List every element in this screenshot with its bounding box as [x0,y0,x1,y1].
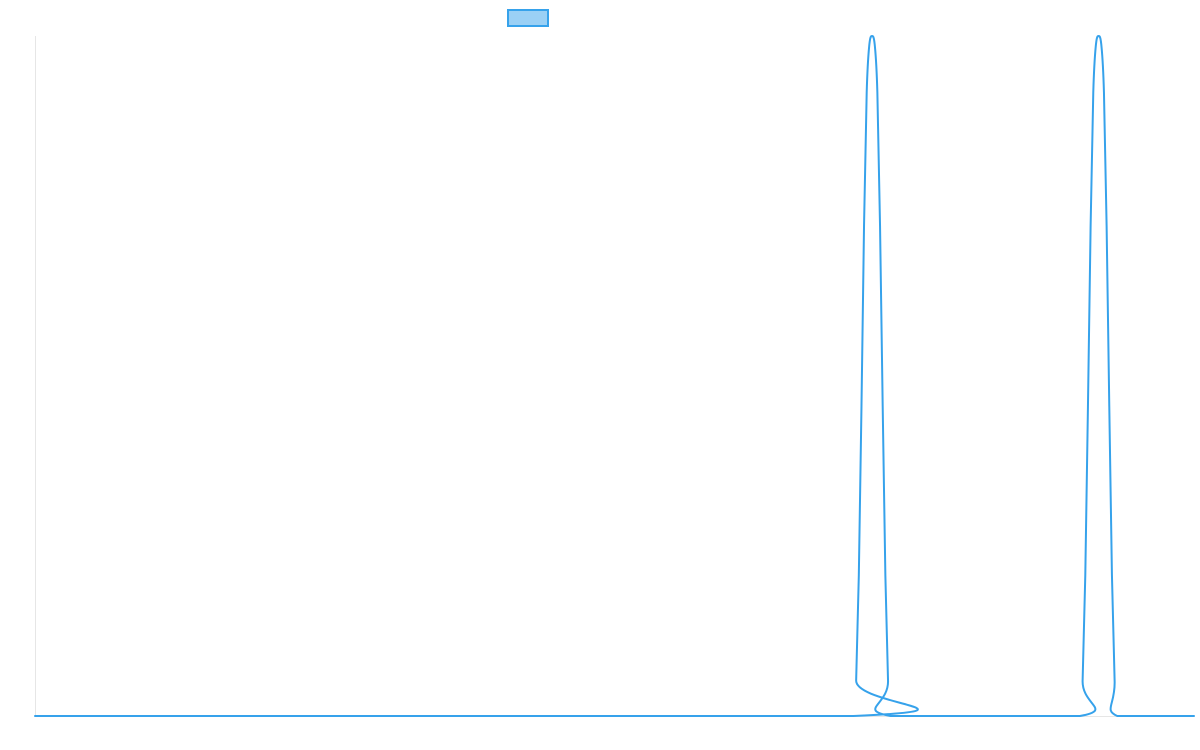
data-point-13[interactable] [882,572,888,578]
data-point-22[interactable] [1093,41,1099,47]
data-point-0[interactable] [32,713,38,719]
data-points [32,33,1197,719]
data-point-23[interactable] [1096,33,1102,39]
data-point-19[interactable] [1085,403,1091,409]
data-point-5[interactable] [861,223,867,229]
data-point-3[interactable] [856,572,862,578]
data-point-1[interactable] [850,713,856,719]
data-point-8[interactable] [869,33,875,39]
legend[interactable] [507,9,549,27]
series-line-1 [34,35,1195,718]
data-point-31[interactable] [1191,713,1197,719]
data-point-18[interactable] [1082,572,1088,578]
data-point-29[interactable] [1112,677,1118,683]
data-point-25[interactable] [1101,89,1107,95]
data-point-11[interactable] [877,223,883,229]
data-point-20[interactable] [1088,223,1094,229]
data-point-17[interactable] [1080,677,1086,683]
data-point-15[interactable] [888,713,894,719]
data-point-28[interactable] [1109,572,1115,578]
data-point-16[interactable] [1077,713,1083,719]
data-point-7[interactable] [866,41,872,47]
data-point-2[interactable] [853,677,859,683]
data-point-6[interactable] [864,89,870,95]
legend-swatch-series-1[interactable] [507,9,549,27]
data-point-9[interactable] [872,41,878,47]
data-point-12[interactable] [880,403,886,409]
data-point-4[interactable] [858,403,864,409]
data-point-14[interactable] [885,677,891,683]
data-point-26[interactable] [1104,223,1110,229]
data-point-21[interactable] [1090,89,1096,95]
data-point-27[interactable] [1106,403,1112,409]
data-point-24[interactable] [1098,41,1104,47]
data-point-10[interactable] [874,89,880,95]
data-point-30[interactable] [1114,713,1120,719]
